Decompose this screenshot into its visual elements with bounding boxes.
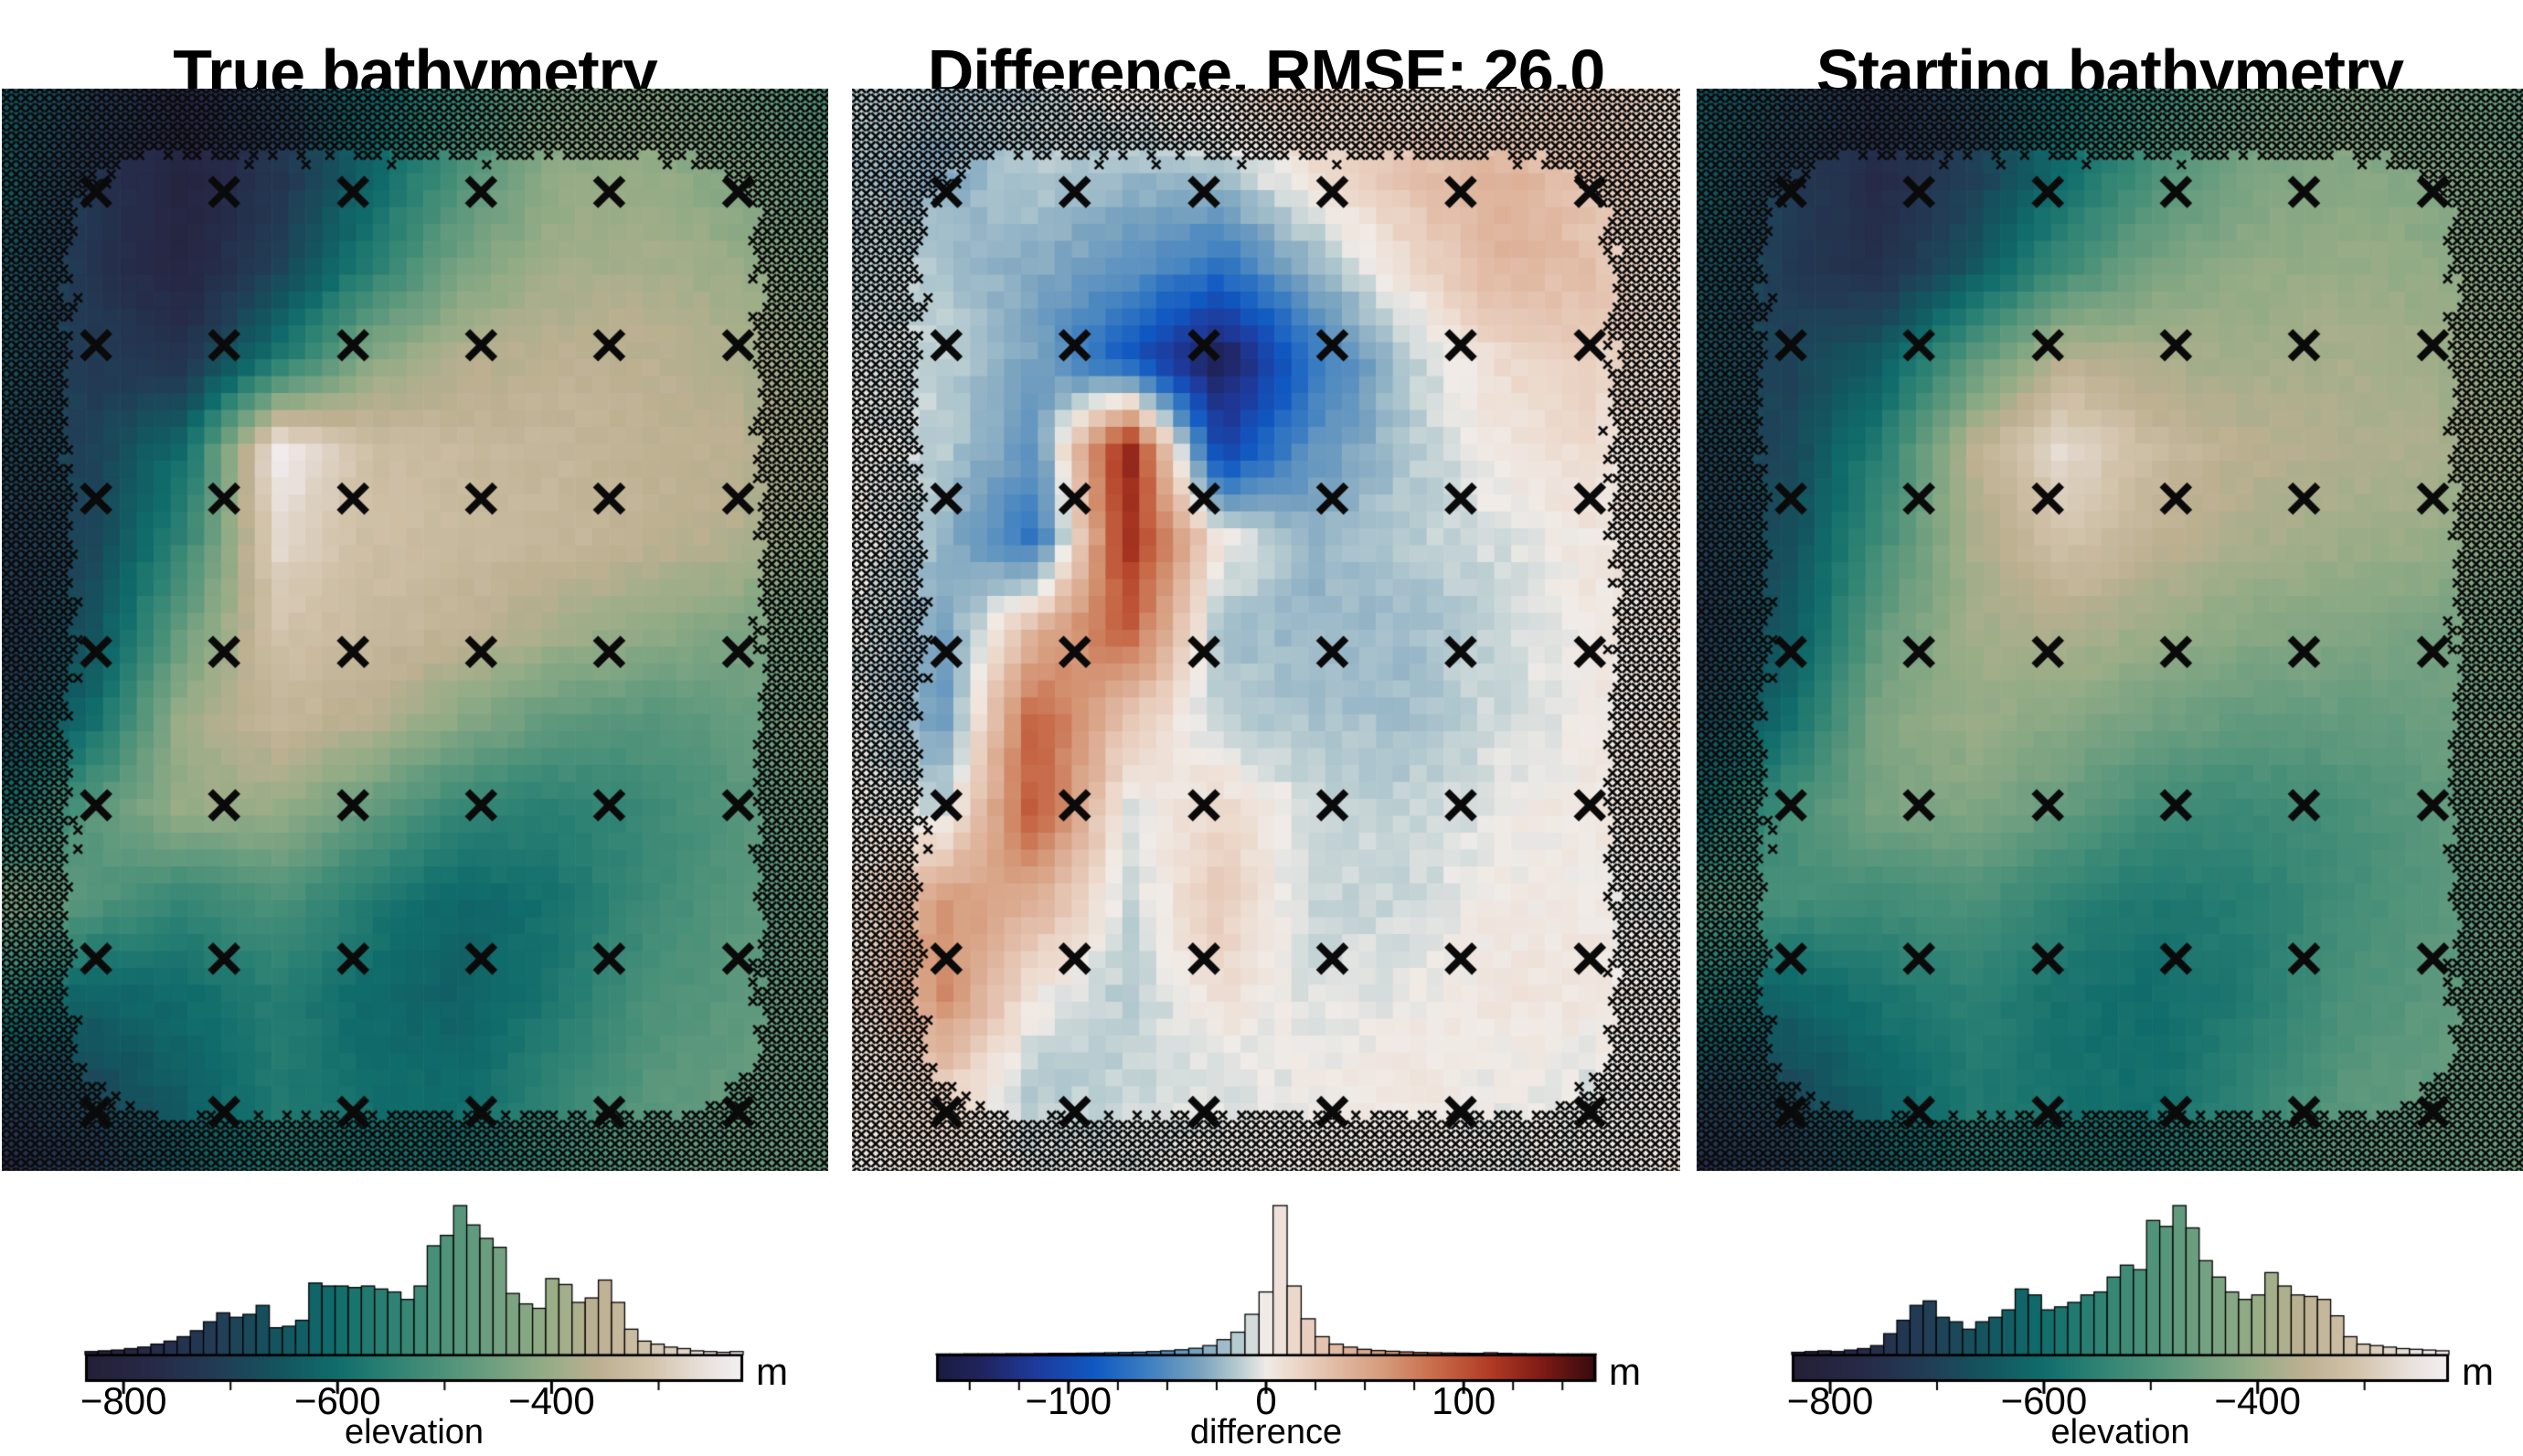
difference-heatmap <box>852 89 1680 1171</box>
difference-colorbar-axis-label: difference <box>1189 1413 1343 1451</box>
colorbar-tick-label: 100 <box>1432 1379 1496 1422</box>
true-bathymetry-heatmap <box>2 89 828 1171</box>
starting-histogram-colorbar <box>1697 1170 2523 1456</box>
colorbar-tick-label: −800 <box>1786 1379 1874 1422</box>
panel-true-bathymetry: True bathymetry m elevation −800 −600 −400 <box>2 0 865 1456</box>
colorbar-tick-label: −400 <box>508 1379 595 1422</box>
difference-colorbar-unit: m <box>1609 1350 1641 1393</box>
colorbar-tick-label: 0 <box>1255 1379 1277 1422</box>
panel-difference: Difference, RMSE: 26.0 m difference −100… <box>852 0 1717 1456</box>
starting-colorbar-axis-label: elevation <box>2050 1413 2190 1451</box>
true-colorbar-axis-label: elevation <box>344 1413 484 1451</box>
difference-histogram-colorbar <box>852 1170 1717 1456</box>
panel-starting-bathymetry: Starting bathymetry m elevation −800 −600… <box>1697 0 2523 1456</box>
starting-bathymetry-heatmap <box>1697 89 2523 1171</box>
true-colorbar-unit: m <box>756 1350 788 1393</box>
colorbar-tick-label: −600 <box>293 1379 381 1422</box>
starting-colorbar-unit: m <box>2462 1350 2494 1393</box>
colorbar-tick-label: −600 <box>2000 1379 2088 1422</box>
colorbar-tick-label: −400 <box>2214 1379 2302 1422</box>
colorbar-tick-label: −800 <box>80 1379 167 1422</box>
true-histogram-colorbar <box>2 1170 865 1456</box>
colorbar-tick-label: −100 <box>1025 1379 1112 1422</box>
